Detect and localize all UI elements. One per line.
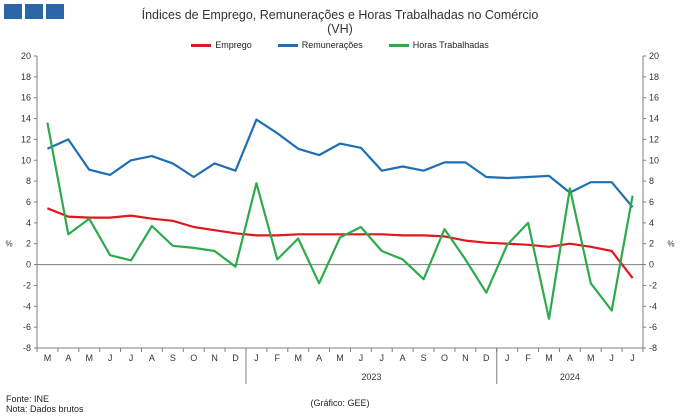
x-tick-label: F: [275, 353, 281, 363]
source-note: Fonte: INE: [6, 394, 50, 404]
x-tick-label: M: [545, 353, 553, 363]
y-tick-label-left: -2: [23, 280, 31, 290]
x-tick-label: J: [609, 353, 614, 363]
y-tick-label-left: 4: [26, 218, 31, 228]
logo: [4, 4, 64, 19]
y-tick-label-right: -4: [649, 301, 657, 311]
x-tick-label: M: [587, 353, 595, 363]
x-tick-label: M: [336, 353, 344, 363]
y-tick-label-left: 8: [26, 176, 31, 186]
y-tick-label-left: 6: [26, 197, 31, 207]
x-tick-label: J: [108, 353, 113, 363]
y-tick-label-right: -6: [649, 322, 657, 332]
x-tick-label: M: [44, 353, 52, 363]
x-tick-label: N: [462, 353, 469, 363]
legend-label-remuneracoes: Remunerações: [301, 40, 363, 50]
y-tick-label-right: 18: [649, 72, 659, 82]
chart-subtitle: (VH): [327, 22, 353, 36]
y-tick-label-left: -6: [23, 322, 31, 332]
data-note: Nota: Dados brutos: [6, 404, 84, 414]
y-tick-label-right: 16: [649, 93, 659, 103]
chart-title: Índices de Emprego, Remunerações e Horas…: [141, 8, 539, 22]
y-tick-label-left: -8: [23, 343, 31, 353]
y-axis-label-right: %: [667, 240, 674, 249]
y-tick-label-left: 18: [21, 72, 31, 82]
y-tick-label-left: 14: [21, 114, 31, 124]
y-tick-label-left: 10: [21, 155, 31, 165]
y-tick-label-right: -8: [649, 343, 657, 353]
x-tick-label: A: [400, 353, 406, 363]
y-tick-label-right: 10: [649, 155, 659, 165]
legend-item-emprego: Emprego: [191, 40, 252, 50]
x-tick-label: D: [483, 353, 490, 363]
legend-swatch-remuneracoes: [277, 43, 298, 47]
y-tick-label-left: 2: [26, 239, 31, 249]
x-tick-label: J: [380, 353, 385, 363]
year-label-2023: 2023: [361, 372, 381, 382]
y-tick-label-right: 0: [649, 260, 654, 270]
x-tick-label: M: [85, 353, 93, 363]
y-tick-label-left: 16: [21, 93, 31, 103]
y-tick-label-right: -2: [649, 280, 657, 290]
x-tick-label: N: [211, 353, 218, 363]
x-tick-label: S: [170, 353, 176, 363]
y-tick-label-left: 20: [21, 51, 31, 61]
x-tick-label: O: [190, 353, 197, 363]
legend-item-remuneracoes: Remunerações: [277, 40, 363, 50]
x-tick-label: J: [505, 353, 510, 363]
series-line-2: [46, 122, 634, 320]
x-tick-label: J: [129, 353, 134, 363]
legend-label-horas: Horas Trabalhadas: [412, 40, 489, 50]
series-line-1: [46, 118, 634, 208]
y-tick-label-left: 0: [26, 260, 31, 270]
y-tick-label-right: 12: [649, 134, 659, 144]
y-tick-label-right: 14: [649, 114, 659, 124]
legend-swatch-horas: [388, 43, 409, 47]
x-tick-label: A: [149, 353, 155, 363]
y-axis-label-left: %: [5, 240, 12, 249]
x-tick-label: J: [254, 353, 259, 363]
y-tick-label-right: 2: [649, 239, 654, 249]
x-tick-label: A: [65, 353, 71, 363]
legend-item-horas: Horas Trabalhadas: [388, 40, 489, 50]
year-label-2024: 2024: [560, 372, 580, 382]
x-tick-label: A: [316, 353, 322, 363]
x-tick-label: J: [630, 353, 635, 363]
chart-credit: (Gráfico: GEE): [310, 398, 370, 408]
y-tick-label-left: -4: [23, 301, 31, 311]
x-tick-label: A: [567, 353, 573, 363]
legend-label-emprego: Emprego: [215, 40, 252, 50]
x-tick-label: O: [441, 353, 448, 363]
legend: Emprego Remunerações Horas Trabalhadas: [0, 40, 680, 50]
x-tick-label: J: [359, 353, 364, 363]
series-line-0: [46, 207, 634, 279]
y-tick-label-right: 4: [649, 218, 654, 228]
y-tick-label-left: 12: [21, 134, 31, 144]
x-tick-label: S: [421, 353, 427, 363]
y-tick-label-right: 8: [649, 176, 654, 186]
y-tick-label-right: 6: [649, 197, 654, 207]
x-tick-label: F: [525, 353, 531, 363]
y-tick-label-right: 20: [649, 51, 659, 61]
x-tick-label: M: [294, 353, 302, 363]
legend-swatch-emprego: [191, 43, 212, 47]
x-tick-label: D: [232, 353, 239, 363]
